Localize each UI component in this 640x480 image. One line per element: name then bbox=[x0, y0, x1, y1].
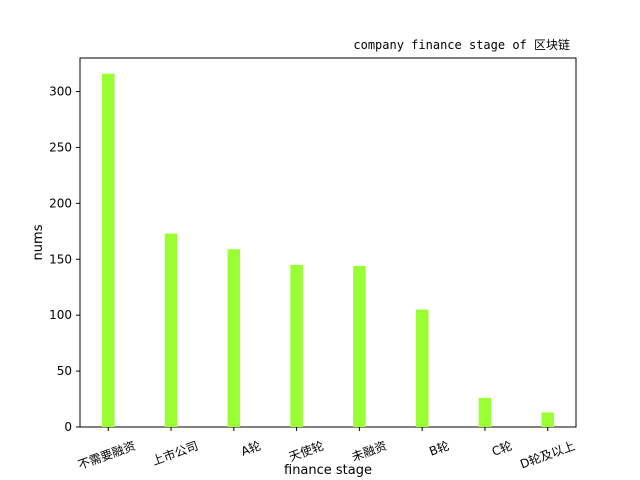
bar bbox=[227, 249, 241, 427]
bar bbox=[353, 265, 366, 427]
y-tick-label: 100 bbox=[49, 308, 72, 322]
x-tick-label: D轮及以上 bbox=[518, 439, 577, 472]
x-tick-label: 不需要融资 bbox=[76, 439, 137, 473]
x-tick-label: 未融资 bbox=[350, 439, 389, 464]
y-axis-label: nums bbox=[31, 224, 46, 260]
y-tick-label: 200 bbox=[49, 196, 72, 210]
bar bbox=[290, 264, 303, 427]
y-tick-label: 0 bbox=[64, 420, 72, 434]
x-tick-label: C轮 bbox=[490, 439, 514, 459]
y-tick-label: 50 bbox=[57, 364, 72, 378]
bar bbox=[164, 233, 178, 427]
x-tick-label: 上市公司 bbox=[150, 438, 200, 469]
x-tick-label: A轮 bbox=[239, 439, 263, 459]
y-tick-label: 250 bbox=[49, 140, 72, 154]
chart-title: company finance stage of 区块链 bbox=[353, 37, 570, 52]
y-tick-label: 150 bbox=[49, 252, 72, 266]
bar-group bbox=[101, 73, 555, 428]
bar bbox=[101, 73, 115, 428]
x-axis-label: finance stage bbox=[284, 463, 372, 478]
bar bbox=[478, 397, 492, 427]
x-tick-label: B轮 bbox=[427, 439, 451, 459]
y-tick-label: 300 bbox=[49, 85, 72, 99]
x-tick-label: 天使轮 bbox=[287, 438, 326, 464]
plot-frame bbox=[79, 57, 577, 428]
bar bbox=[415, 309, 429, 427]
bar bbox=[541, 412, 555, 427]
y-axis: 0 50 100 150 200 250 300 bbox=[49, 85, 80, 434]
